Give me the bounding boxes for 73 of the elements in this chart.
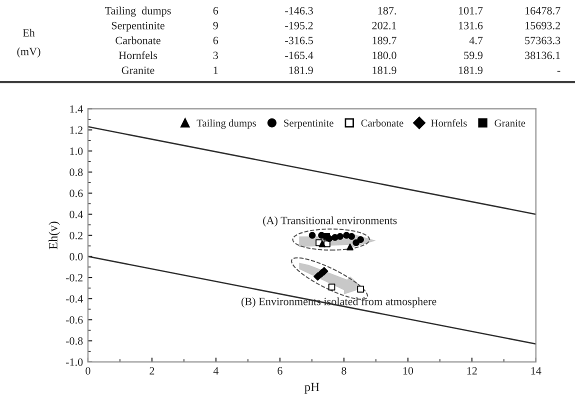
x-tick-label: 10 [403,367,414,375]
text: (mV) [17,47,40,58]
point [326,235,333,242]
y-axis-title: Eh(v) [48,222,60,250]
y-tick-label: 1.2 [70,126,82,134]
text: 181.9 [458,66,483,74]
text: 15693.2 [525,22,560,30]
y-tick-label: -0.6 [66,316,83,324]
text: 202.1 [372,22,396,30]
y-tick-label: -0.4 [66,295,83,303]
text: -195.2 [285,22,313,30]
y-tick-label: -0.2 [66,274,82,282]
y-tick-label: 0.8 [70,168,83,176]
text: 6 [213,36,218,44]
annotation: (B) Environments isolated from atmosphere [241,297,436,308]
x-tick-label: 2 [150,367,154,374]
x-tick-label: 6 [278,367,282,375]
point [336,232,344,240]
point [318,240,326,248]
x-axis-title: pH [304,382,320,394]
text: 4.7 [469,36,483,44]
point [318,232,325,239]
text: 187. [378,6,396,15]
text: 59.9 [464,52,483,60]
text: 101.7 [458,6,483,15]
legend-label: Hornfels [431,119,467,127]
x-tick-label: 8 [342,367,346,375]
text: -316.5 [285,36,313,44]
point [357,236,364,243]
y-tick-label: 0.2 [70,232,82,240]
x-tick-label: 0 [86,367,90,375]
legend-label: Serpentinite [284,120,334,129]
text: 57363.3 [525,36,560,44]
text: Eh [22,28,35,37]
y-tick-label: 0.6 [70,190,83,198]
y-tick-label: -1.0 [66,358,83,366]
point [348,232,356,240]
point [357,286,364,293]
text: 180.0 [372,52,396,60]
point [352,239,360,246]
y-tick-label: 1.0 [70,147,83,156]
x-tick-label: 12 [467,367,477,374]
text: 189.7 [372,36,396,44]
text: 38136.1 [525,52,560,60]
y-tick-label: 1.4 [70,105,83,113]
text: - [557,70,560,72]
x-tick-label: 14 [531,367,542,374]
x-tick-label: 4 [213,367,219,374]
text: 131.6 [458,22,483,30]
text: Granite [122,66,154,74]
y-tick-label: 0.4 [70,210,83,218]
text: -165.4 [285,52,314,60]
text: 1 [214,66,218,74]
text: 181.9 [372,66,396,74]
legend-label: Carbonate [361,119,404,127]
y-tick-label: 0.0 [70,252,83,260]
text: 16478.7 [525,6,560,15]
text: Tailing dumps [104,6,171,17]
text: Serpentinite [112,22,164,32]
point [328,284,336,290]
text: 181.9 [289,66,313,74]
text: 6 [213,6,218,14]
point [346,244,354,250]
text: 3 [213,52,218,60]
legend-label: Tailing dumps [196,119,256,129]
legend-label: Granite [494,120,526,127]
annotation: (A) Transitional environments [263,216,397,226]
text: -146.3 [285,6,313,15]
point [308,232,316,239]
text: Carbonate [116,36,160,44]
text: 9 [213,22,218,30]
y-tick-label: -0.8 [66,337,83,345]
text: Hornfels [118,51,158,60]
